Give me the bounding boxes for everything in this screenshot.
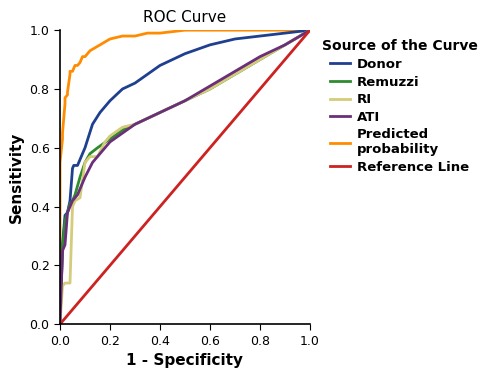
Legend: Donor, Remuzzi, RI, ATI, Predicted
probability, Reference Line: Donor, Remuzzi, RI, ATI, Predicted proba… bbox=[319, 37, 480, 177]
Y-axis label: Sensitivity: Sensitivity bbox=[9, 132, 24, 223]
X-axis label: 1 - Specificity: 1 - Specificity bbox=[126, 353, 244, 368]
Title: ROC Curve: ROC Curve bbox=[144, 10, 226, 25]
